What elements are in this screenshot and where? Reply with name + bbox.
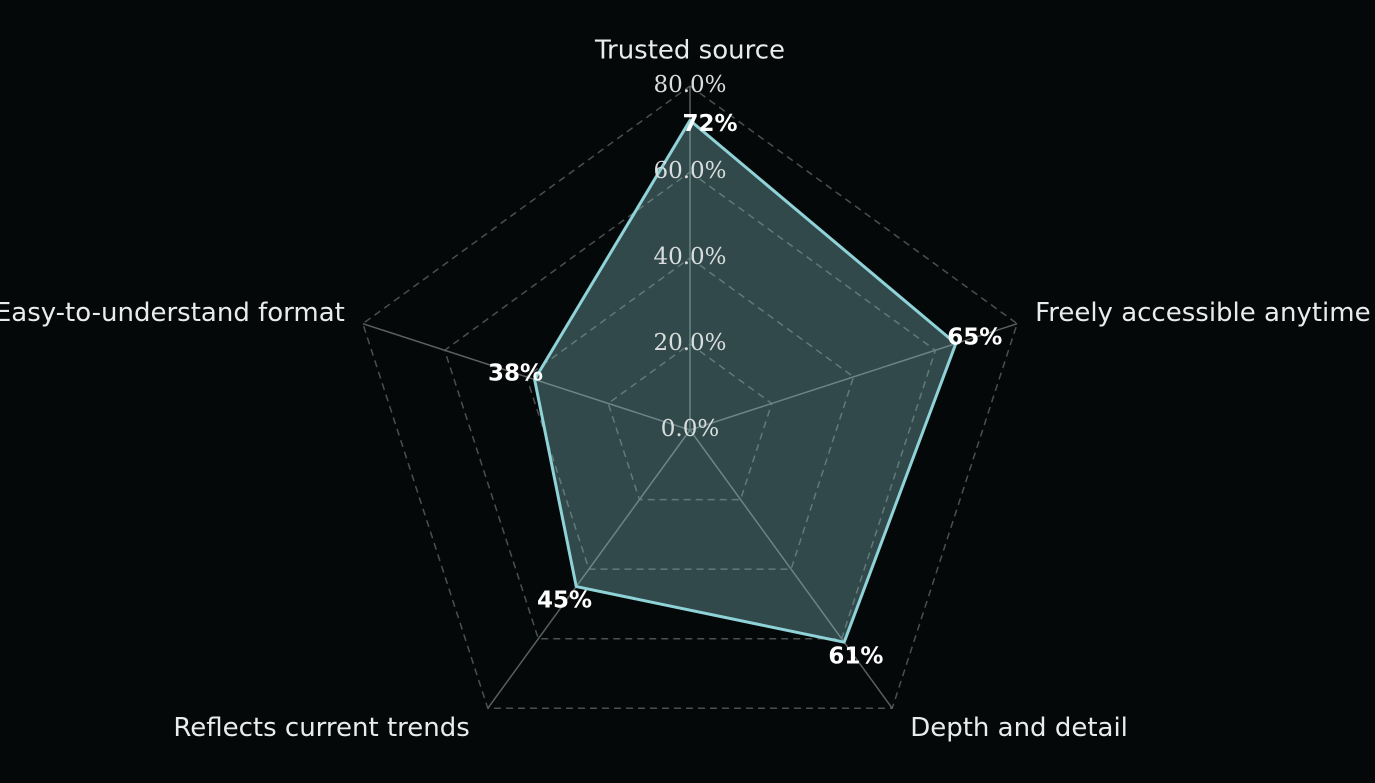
grid-ring	[443, 171, 937, 640]
grid-ring	[361, 85, 1019, 710]
tick-label: 0.0%	[661, 416, 719, 442]
category-label: Reflects current trends	[173, 713, 469, 743]
grid-ring	[525, 257, 855, 570]
axis-line	[362, 322, 691, 431]
axis-line	[487, 429, 691, 709]
tick-label: 80.0%	[653, 72, 726, 98]
axis-line	[689, 322, 1018, 431]
value-label: 38%	[488, 360, 543, 386]
value-label: 45%	[537, 588, 592, 614]
category-label: Depth and detail	[910, 713, 1128, 743]
value-label: 72%	[682, 111, 737, 137]
axis-line	[689, 429, 893, 709]
value-label: 61%	[828, 643, 883, 669]
category-label: Freely accessible anytime	[1035, 298, 1370, 328]
tick-label: 20.0%	[653, 330, 726, 356]
tick-label: 60.0%	[653, 158, 726, 184]
category-label: Trusted source	[594, 36, 785, 66]
data-area	[533, 118, 958, 644]
value-label: 65%	[947, 325, 1002, 351]
grid-ring	[607, 343, 773, 501]
category-label: Easy-to-understand format	[0, 298, 345, 328]
tick-label: 40.0%	[653, 244, 726, 270]
